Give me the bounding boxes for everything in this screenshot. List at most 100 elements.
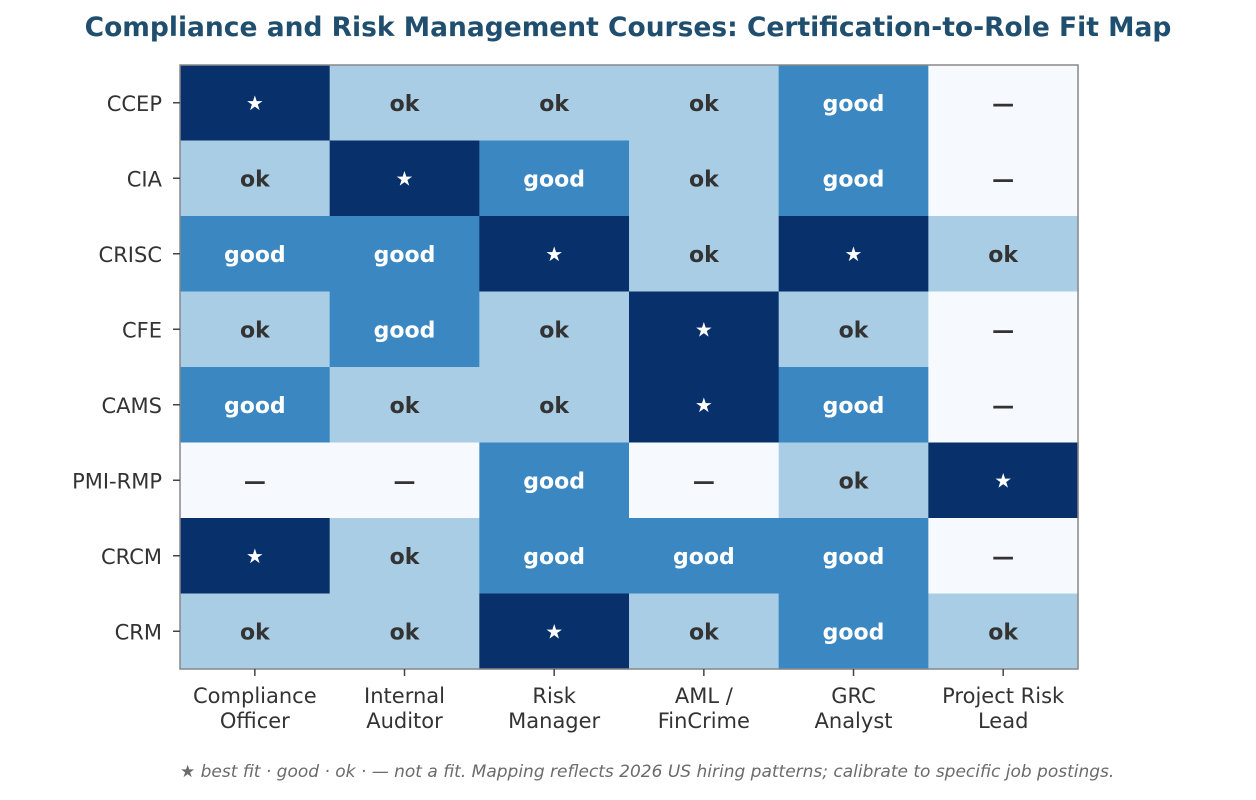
cell-label: good: [823, 394, 885, 419]
x-tick-label: GRC: [831, 684, 875, 708]
footnote: ★ best fit · good · ok · — not a fit. Ma…: [180, 762, 1115, 782]
cell-label: ok: [839, 469, 870, 494]
cell-label: good: [224, 394, 286, 419]
cell-label: ok: [539, 318, 570, 343]
heatmap-cell: [180, 216, 331, 293]
cell-label: ★: [695, 393, 713, 417]
heatmap-cell: [629, 216, 780, 293]
cell-label: ok: [240, 620, 271, 645]
cell-label: ★: [994, 468, 1012, 492]
x-tick-label: Officer: [220, 709, 290, 733]
cell-label: ok: [240, 167, 271, 192]
y-tick-label: CRM: [115, 620, 162, 644]
cell-label: good: [523, 469, 585, 494]
heatmap-cell: [180, 291, 331, 368]
heatmap-cell: [180, 518, 331, 595]
heatmap-cell: [479, 367, 630, 444]
cell-label: —: [992, 318, 1014, 343]
heatmap-cell: [928, 291, 1079, 368]
cell-label: good: [823, 92, 885, 117]
heatmap-cell: [329, 216, 480, 293]
heatmap-cell: [629, 291, 780, 368]
cell-label: ★: [845, 242, 863, 266]
cell-label: good: [823, 620, 885, 645]
cell-label: ok: [689, 620, 720, 645]
heatmap-cell: [479, 291, 630, 368]
heatmap-cell: [479, 518, 630, 595]
x-tick-label: Risk: [532, 684, 576, 708]
cell-label: ok: [988, 620, 1019, 645]
cell-label: good: [673, 545, 735, 570]
heatmap-cell: [479, 65, 630, 142]
heatmap-cell: [629, 367, 780, 444]
heatmap-cell: [928, 216, 1079, 293]
cell-label: ok: [839, 318, 870, 343]
heatmap-cell: [329, 518, 480, 595]
heatmap-cell: [928, 367, 1079, 444]
heatmap-cell: [778, 216, 929, 293]
heatmap-cell: [778, 140, 929, 217]
heatmap-cell: [778, 593, 929, 670]
y-tick-label: CRCM: [101, 545, 162, 569]
heatmap-cell: [479, 216, 630, 293]
heatmap-cell: [928, 518, 1079, 595]
cell-label: ok: [689, 167, 720, 192]
y-tick-label: CRISC: [99, 243, 162, 267]
cell-label: ok: [240, 318, 271, 343]
heatmap-cell: [928, 442, 1079, 519]
heatmap-cell: [629, 442, 780, 519]
cell-label: ok: [988, 243, 1019, 268]
heatmap-cell: [180, 65, 331, 142]
heatmap-cell: [479, 593, 630, 670]
x-tick-label: Lead: [978, 709, 1028, 733]
cell-label: ok: [539, 92, 570, 117]
x-tick-label: Manager: [508, 709, 600, 733]
cell-label: ★: [545, 619, 563, 643]
heatmap-cell: [180, 140, 331, 217]
cell-label: ok: [689, 243, 720, 268]
y-tick-label: CIA: [127, 167, 163, 191]
y-tick-label: CCEP: [107, 92, 162, 116]
cell-label: ★: [246, 91, 264, 115]
cell-label: —: [992, 394, 1014, 419]
cell-label: —: [992, 167, 1014, 192]
x-tick-label: Internal: [364, 684, 445, 708]
heatmap-cell: [329, 593, 480, 670]
chart-title: Compliance and Risk Management Courses: …: [84, 12, 1172, 43]
heatmap-cell: [629, 593, 780, 670]
cell-label: good: [374, 318, 436, 343]
heatmap-cell: [329, 140, 480, 217]
cell-label: good: [374, 243, 436, 268]
cell-label: ok: [390, 620, 421, 645]
x-tick-label: Project Risk: [942, 684, 1065, 708]
cell-label: —: [394, 469, 416, 494]
heatmap-cell: [928, 65, 1079, 142]
cell-label: good: [224, 243, 286, 268]
cell-label: ★: [396, 166, 414, 190]
cell-label: ★: [246, 544, 264, 568]
heatmap-cell: [329, 65, 480, 142]
heatmap-cell: [629, 65, 780, 142]
x-tick-label: Auditor: [366, 709, 443, 733]
cell-label: ★: [545, 242, 563, 266]
heatmap-cell: [928, 140, 1079, 217]
x-tick-label: FinCrime: [658, 709, 750, 733]
cell-label: —: [992, 545, 1014, 570]
heatmap-cell: [629, 140, 780, 217]
plot-frame: [179, 64, 1079, 670]
cell-label: good: [823, 545, 885, 570]
y-tick-label: CFE: [122, 318, 162, 342]
heatmap-cell: [479, 442, 630, 519]
cell-label: ok: [390, 545, 421, 570]
heatmap-cell: [928, 593, 1079, 670]
cell-label: ok: [689, 92, 720, 117]
cell-label: ok: [390, 394, 421, 419]
y-tick-label: PMI-RMP: [72, 469, 162, 493]
x-tick-label: Analyst: [815, 709, 893, 733]
heatmap-cell: [479, 140, 630, 217]
cell-label: ★: [695, 317, 713, 341]
cell-label: —: [693, 469, 715, 494]
heatmap-cell: [180, 367, 331, 444]
heatmap-cell: [778, 442, 929, 519]
cell-label: good: [523, 545, 585, 570]
